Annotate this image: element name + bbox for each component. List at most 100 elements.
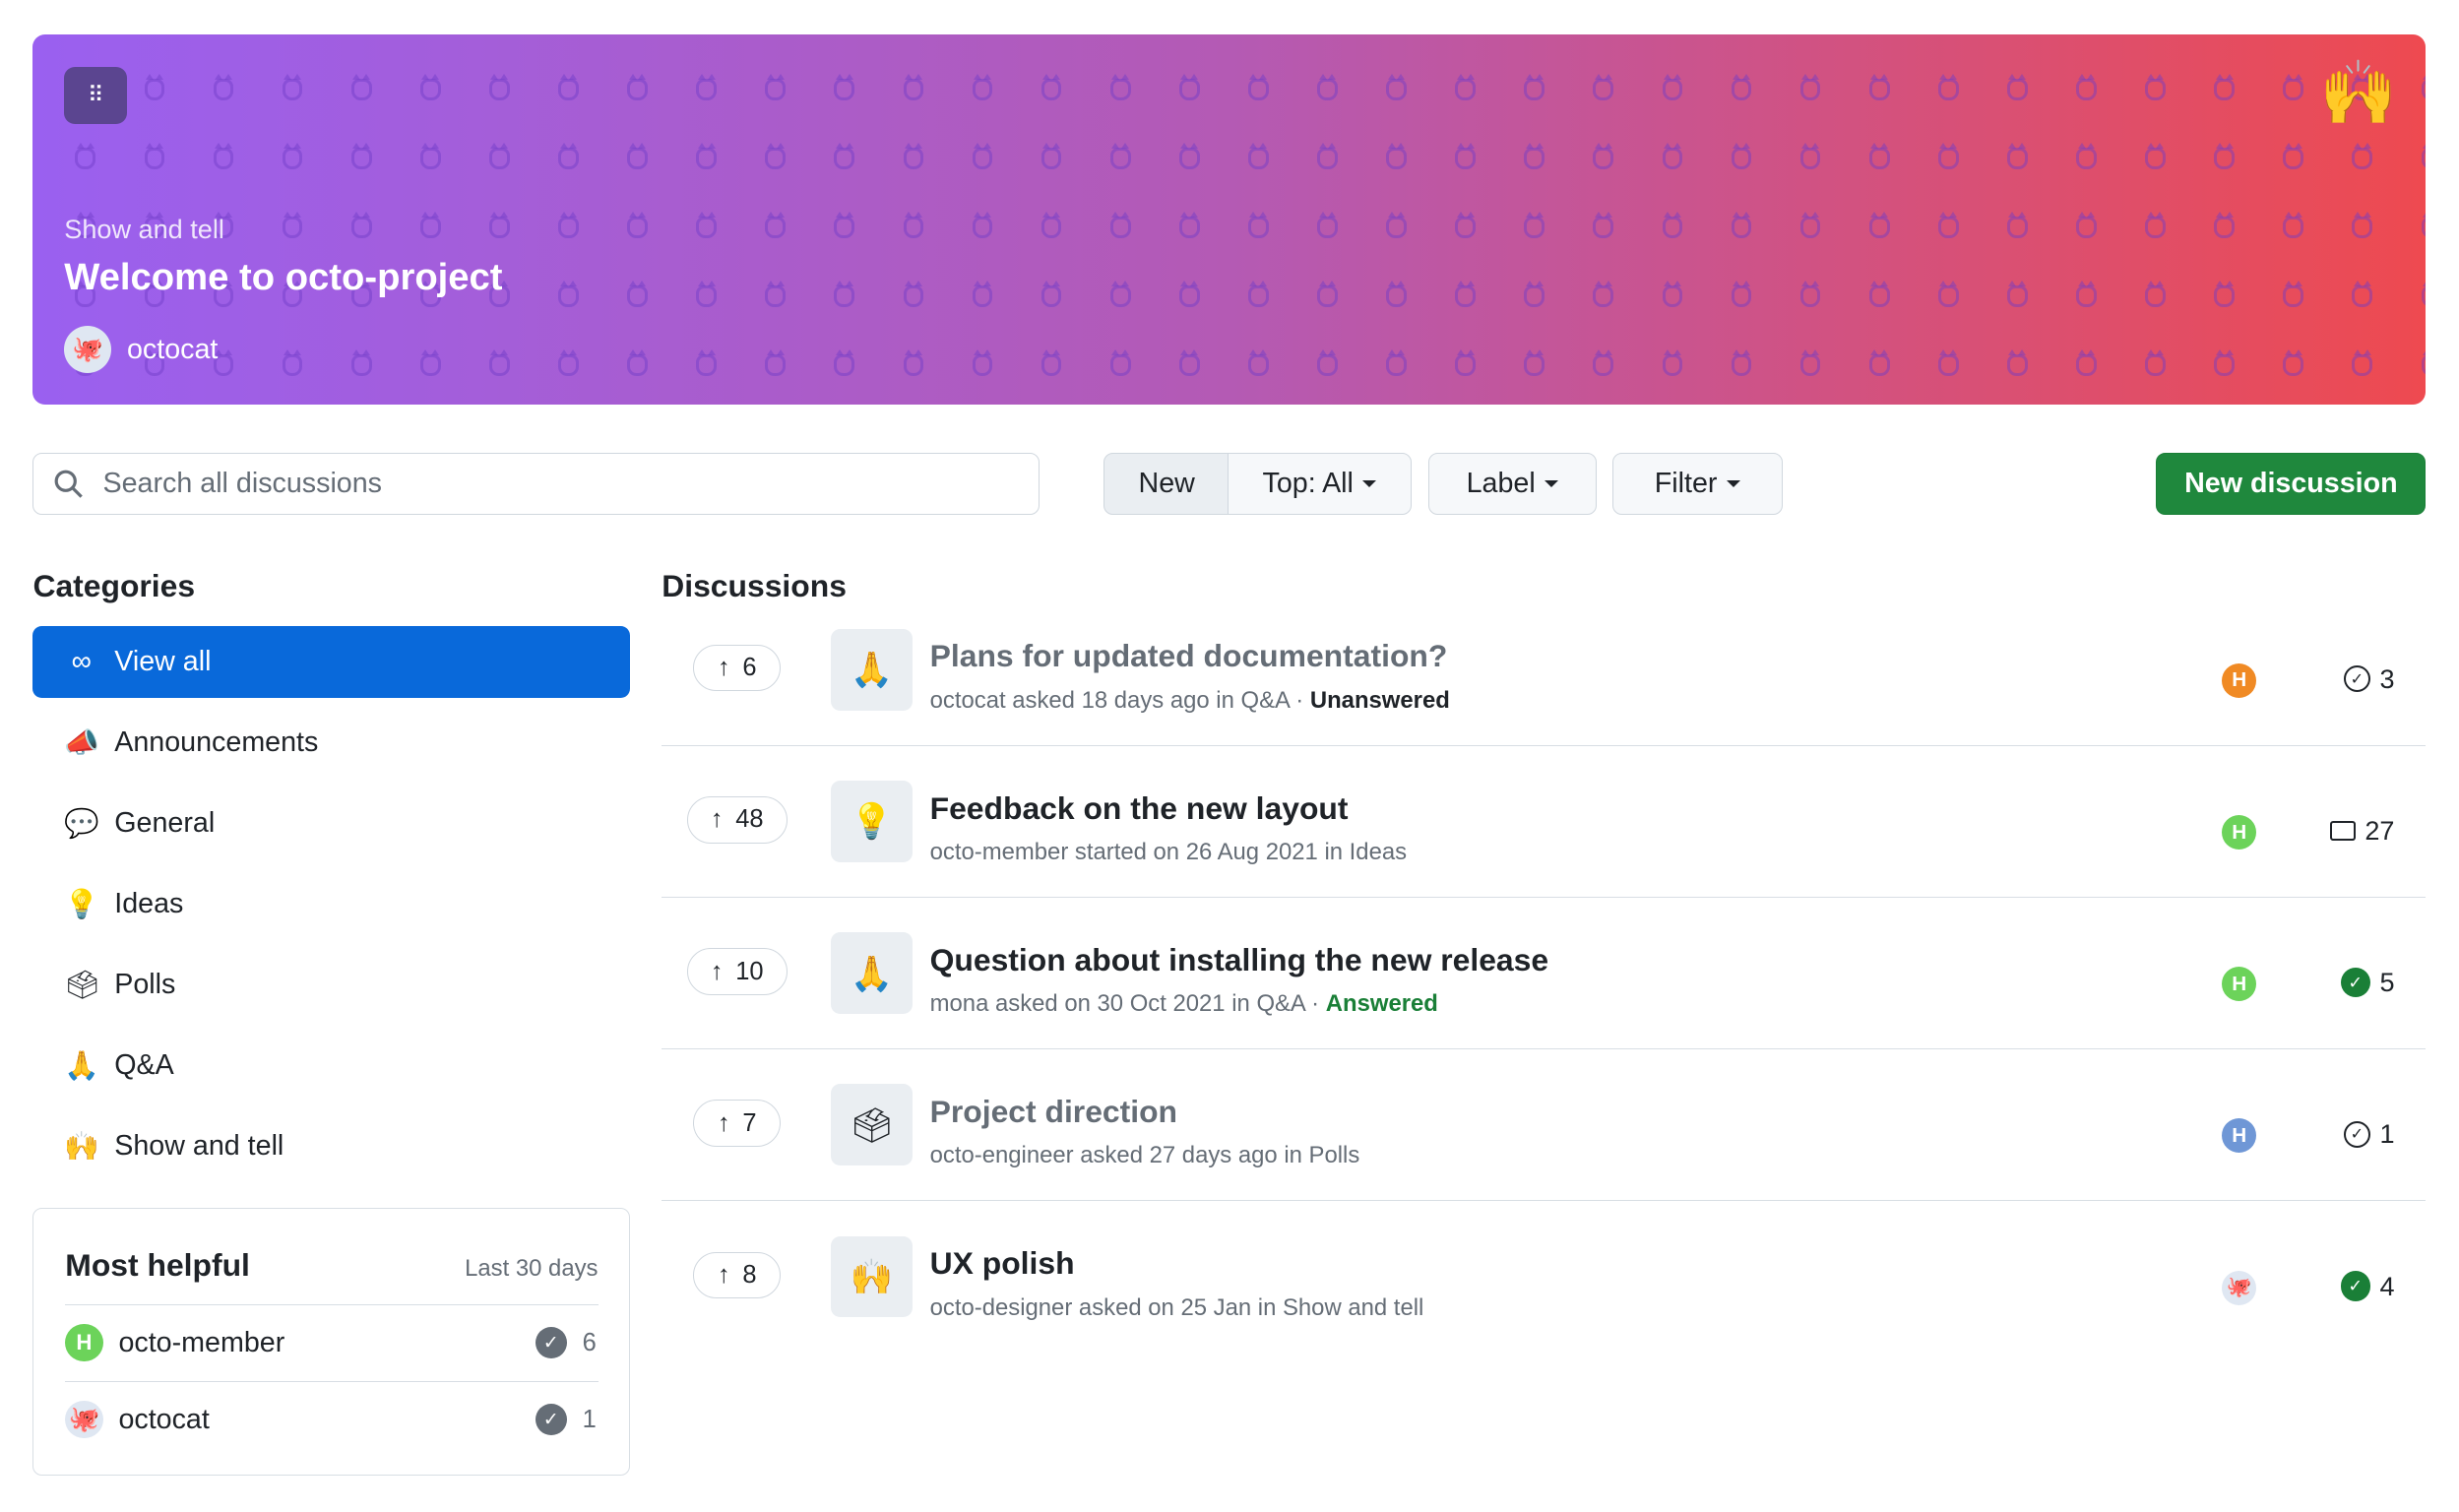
category-item[interactable]: 💬 General: [32, 788, 630, 859]
cat-pattern-icon: [2352, 211, 2373, 239]
cat-pattern-icon: [350, 73, 372, 100]
cat-pattern-icon: [1868, 73, 1890, 100]
filter-button[interactable]: Filter: [1611, 453, 1784, 515]
participant-avatar[interactable]: 🐙: [2222, 1270, 2257, 1305]
cat-pattern-icon: [1317, 73, 1338, 100]
search-icon: [54, 470, 83, 498]
cat-pattern-icon: [1662, 280, 1683, 308]
label-filter-button[interactable]: Label: [1428, 453, 1597, 515]
discussion-row[interactable]: ↑ 10 🙏 Question about installing the new …: [662, 898, 2427, 1050]
check-circle-outline-icon: ✓: [2343, 665, 2370, 693]
helpful-user-row[interactable]: 🐙 octocat ✓ 1: [65, 1380, 599, 1457]
cat-pattern-icon: [765, 211, 787, 239]
upvote-button[interactable]: ↑ 48: [686, 795, 788, 844]
category-label: Show and tell: [114, 1129, 284, 1162]
participant-avatar[interactable]: H: [2222, 815, 2257, 850]
cat-pattern-icon: [903, 211, 924, 239]
participant-avatar[interactable]: H: [2222, 967, 2257, 1002]
cat-pattern-icon: [696, 142, 717, 170]
upvote-button[interactable]: ↑ 7: [693, 1100, 782, 1148]
cat-pattern-icon: [1731, 142, 1752, 170]
sort-top-button[interactable]: Top: All: [1228, 453, 1412, 515]
check-circle-icon: ✓: [535, 1327, 567, 1358]
participant-avatar[interactable]: H: [2222, 662, 2257, 698]
comment-icon: [2330, 820, 2356, 842]
discussion-row[interactable]: ↑ 48 💡 Feedback on the new layout octo-me…: [662, 746, 2427, 898]
cat-pattern-icon: [282, 73, 303, 100]
cat-pattern-icon: [2421, 349, 2427, 377]
raised-hands-icon: 🙌: [2319, 57, 2398, 129]
discussion-title[interactable]: Question about installing the new releas…: [929, 941, 1549, 977]
upvote-button[interactable]: ↑ 8: [693, 1251, 782, 1299]
new-discussion-button[interactable]: New discussion: [2156, 453, 2427, 515]
category-item[interactable]: ∞ View all: [32, 625, 631, 698]
cat-pattern-icon: [1248, 73, 1269, 100]
count-value: 3: [2379, 662, 2395, 694]
check-circle-outline-icon: ✓: [2343, 1120, 2370, 1148]
category-icon: 🙏: [64, 1049, 99, 1082]
cat-pattern-icon: [765, 280, 787, 308]
arrow-up-icon: ↑: [710, 805, 724, 834]
cat-pattern-icon: [1799, 142, 1821, 170]
discussion-row[interactable]: ↑ 7 🗳 Project direction octo-engineer ask…: [662, 1049, 2427, 1202]
grip-icon[interactable]: ⠿: [64, 67, 128, 124]
cat-pattern-icon: [972, 142, 993, 170]
reply-count: ✓ 1: [2343, 1118, 2395, 1150]
cat-pattern-icon: [2076, 73, 2097, 100]
cat-pattern-icon: [2283, 211, 2304, 239]
discussion-meta: octo-designer asked on 25 Jan in Show an…: [930, 1294, 1424, 1322]
cat-pattern-icon: [627, 142, 648, 170]
count-value: 5: [2379, 967, 2395, 998]
category-label: General: [114, 806, 216, 839]
cat-pattern-icon: [2352, 73, 2373, 100]
discussion-title[interactable]: Project direction: [929, 1093, 1178, 1129]
meta-text: octo-member started on 26 Aug 2021 in Id…: [929, 838, 1408, 865]
category-item[interactable]: 🙏 Q&A: [32, 1030, 630, 1102]
search-input[interactable]: [99, 466, 1040, 502]
discussion-row[interactable]: ↑ 8 🙌 UX polish octo-designer asked on 25…: [662, 1202, 2426, 1353]
cat-pattern-icon: [75, 211, 96, 239]
cat-pattern-icon: [972, 211, 993, 239]
upvote-button[interactable]: ↑ 10: [686, 948, 788, 995]
cat-pattern-icon: [1662, 73, 1683, 100]
cat-pattern-icon: [1731, 211, 1752, 239]
sort-new-button[interactable]: New: [1103, 453, 1230, 515]
arrow-up-icon: ↑: [717, 1260, 730, 1289]
discussion-title[interactable]: Feedback on the new layout: [929, 789, 1349, 826]
cat-pattern-icon: [213, 349, 234, 377]
category-item[interactable]: 📣 Announcements: [32, 707, 630, 779]
cat-pattern-icon: [419, 349, 441, 377]
label: Filter: [1654, 467, 1718, 499]
cat-pattern-icon: [350, 349, 372, 377]
cat-pattern-icon: [1178, 349, 1200, 377]
check-circle-icon: ✓: [535, 1404, 567, 1435]
discussion-title[interactable]: Plans for updated documentation?: [929, 638, 1448, 674]
cat-pattern-icon: [1662, 142, 1683, 170]
discussion-meta: octo-member started on 26 Aug 2021 in Id…: [930, 839, 1407, 866]
cat-pattern-icon: [558, 211, 579, 239]
search-box[interactable]: [32, 453, 1040, 515]
cat-pattern-icon: [1524, 349, 1545, 377]
reply-count: 27: [2330, 815, 2395, 847]
cat-pattern-icon: [1040, 280, 1062, 308]
cat-pattern-icon: [1248, 280, 1269, 308]
banner-author[interactable]: 🐙 octocat: [64, 326, 218, 374]
cat-pattern-icon: [1317, 142, 1338, 170]
category-label: Q&A: [114, 1048, 174, 1081]
arrow-up-icon: ↑: [717, 654, 730, 682]
cat-pattern-icon: [2421, 142, 2427, 170]
category-item[interactable]: 🙌 Show and tell: [32, 1110, 630, 1182]
upvote-button[interactable]: ↑ 6: [693, 644, 782, 692]
category-item[interactable]: 🗳 Polls: [32, 949, 630, 1021]
cat-pattern-icon: [2076, 349, 2097, 377]
category-item[interactable]: 💡 Ideas: [32, 868, 630, 940]
discussion-row[interactable]: ↑ 6 🙏 Plans for updated documentation? oc…: [662, 595, 2427, 746]
discussion-title[interactable]: UX polish: [929, 1245, 1075, 1282]
cat-pattern-icon: [2214, 73, 2235, 100]
participant-avatar[interactable]: H: [2222, 1118, 2257, 1154]
cat-pattern-icon: [1868, 349, 1890, 377]
cat-pattern-icon: [1799, 349, 1821, 377]
cat-pattern-icon: [1386, 142, 1407, 170]
most-helpful-title: Most helpful: [65, 1247, 250, 1284]
